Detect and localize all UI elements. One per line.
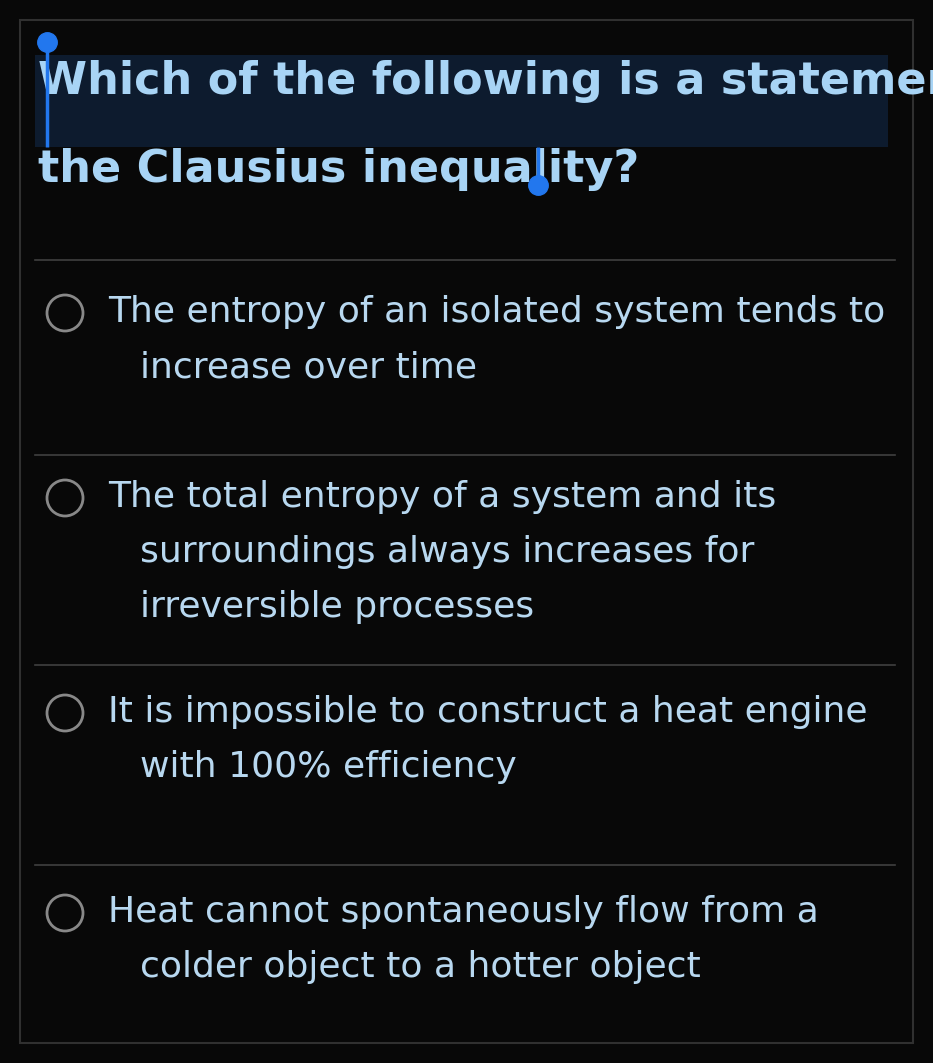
- FancyBboxPatch shape: [35, 55, 888, 147]
- Text: with 100% efficiency: with 100% efficiency: [140, 750, 517, 784]
- Text: The total entropy of a system and its: The total entropy of a system and its: [108, 480, 776, 514]
- Text: the Clausius inequality?: the Clausius inequality?: [38, 148, 639, 191]
- Text: irreversible processes: irreversible processes: [140, 590, 534, 624]
- Text: colder object to a hotter object: colder object to a hotter object: [140, 950, 701, 984]
- Text: increase over time: increase over time: [140, 350, 477, 384]
- Text: surroundings always increases for: surroundings always increases for: [140, 535, 755, 569]
- Text: Which of the following is a statement of: Which of the following is a statement of: [38, 60, 933, 103]
- Text: It is impossible to construct a heat engine: It is impossible to construct a heat eng…: [108, 695, 868, 729]
- Text: Heat cannot spontaneously flow from a: Heat cannot spontaneously flow from a: [108, 895, 819, 929]
- Text: The entropy of an isolated system tends to: The entropy of an isolated system tends …: [108, 296, 885, 330]
